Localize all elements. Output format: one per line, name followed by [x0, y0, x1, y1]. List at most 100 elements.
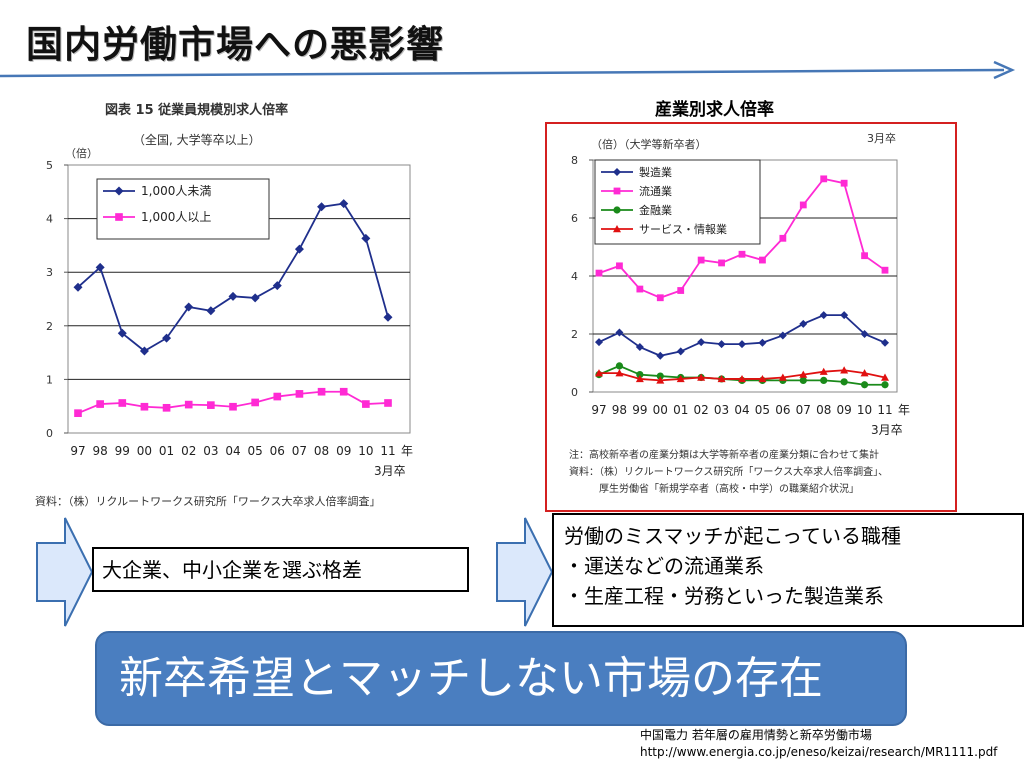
data-point	[860, 330, 869, 338]
x-tick-label: 02	[694, 403, 709, 417]
x-tick-label: 97	[591, 403, 606, 417]
data-point	[840, 311, 849, 320]
data-point	[799, 319, 808, 328]
source-line: 中国電力 若年層の雇用情勢と新卒労働市場	[640, 728, 872, 742]
y-tick-label: 4	[571, 270, 578, 283]
data-point	[656, 376, 665, 384]
data-point	[860, 381, 869, 389]
x-tick-label: 99	[632, 403, 647, 417]
data-point	[339, 199, 349, 209]
data-point	[636, 371, 644, 379]
arrow-left-icon	[36, 517, 94, 627]
data-point	[616, 262, 623, 270]
y-tick-label: 0	[46, 427, 53, 440]
data-point	[799, 376, 807, 384]
data-point	[73, 282, 83, 292]
data-point	[383, 312, 393, 322]
data-point	[162, 333, 172, 343]
data-point	[656, 294, 664, 302]
x-tick-label: 03	[714, 403, 729, 417]
x-tick-label: 09	[837, 403, 852, 417]
y-axis-label: （倍）（大学等新卒者）	[591, 137, 707, 151]
x-tick-label: 09	[336, 444, 351, 458]
data-point	[615, 369, 624, 377]
y-tick-label: 2	[46, 320, 53, 333]
data-point	[881, 338, 889, 347]
data-point	[96, 400, 104, 408]
source-url: http://www.energia.co.jp/eneso/keizai/re…	[640, 745, 998, 759]
chart-subtitle: （全国, 大学等卒以上）	[133, 132, 261, 147]
data-point	[820, 376, 828, 384]
x-tick-label: 02	[181, 444, 196, 458]
legend-label: 製造業	[639, 165, 672, 179]
annotation-mismatch-line: ・運送などの流通業系	[564, 554, 764, 578]
x-tick-label: 10	[358, 444, 373, 458]
legend-label: 金融業	[639, 203, 672, 217]
data-point	[228, 291, 238, 301]
y-tick-label: 8	[571, 154, 578, 167]
data-point	[656, 372, 664, 380]
data-point	[229, 402, 237, 411]
x-axis-footer: 3月卒	[374, 464, 406, 478]
right-chart-heading: 産業別求人倍率	[655, 100, 774, 120]
data-point	[362, 400, 370, 408]
data-point	[595, 338, 603, 347]
data-point	[758, 338, 767, 347]
x-axis-footer: 3月卒	[871, 423, 903, 437]
x-tick-label: 99	[115, 444, 130, 458]
data-point	[676, 347, 685, 356]
legend-marker	[613, 187, 621, 195]
data-point	[317, 202, 327, 212]
data-point	[758, 374, 767, 383]
data-point	[615, 328, 624, 337]
data-point	[860, 369, 869, 377]
data-point	[881, 266, 889, 274]
chart-note: 資料：（株）リクルートワークス研究所「ワークス大卒求人倍率調査」、	[569, 465, 888, 478]
data-point	[677, 287, 685, 294]
data-point	[272, 281, 282, 291]
x-tick-label: 01	[159, 444, 174, 458]
y-tick-label: 1	[46, 373, 53, 386]
data-point	[339, 387, 348, 396]
x-tick-label: 04	[734, 403, 749, 417]
data-point	[676, 374, 685, 383]
data-point	[95, 262, 105, 272]
data-point	[118, 399, 127, 407]
data-point	[317, 387, 326, 396]
x-tick-label: 97	[70, 444, 85, 458]
y-tick-label: 6	[571, 212, 578, 225]
data-point	[251, 398, 259, 407]
y-tick-label: 5	[46, 159, 53, 172]
data-point	[295, 390, 304, 398]
right-chart-frame	[545, 122, 957, 512]
data-point	[778, 373, 787, 381]
legend-marker	[613, 225, 621, 233]
x-tick-label: 06	[270, 444, 285, 458]
data-point	[881, 373, 889, 381]
data-point	[74, 409, 82, 417]
y-tick-label: 4	[46, 213, 53, 226]
data-point	[595, 269, 603, 277]
legend	[96, 178, 270, 240]
annotation-mismatch-line: 労働のミスマッチが起こっている職種	[564, 524, 901, 548]
x-tick-label: 04	[225, 444, 240, 458]
data-point	[819, 311, 828, 320]
data-point	[615, 362, 624, 370]
data-point	[759, 256, 766, 264]
x-tick-label: 01	[673, 403, 688, 417]
x-tick-label: 07	[796, 403, 811, 417]
data-point	[819, 367, 828, 375]
data-point	[635, 374, 644, 383]
data-point	[718, 259, 725, 267]
plot-area	[67, 164, 411, 434]
data-point	[840, 179, 848, 187]
x-tick-label: 11	[877, 403, 892, 417]
x-tick-label: 98	[93, 444, 108, 458]
data-point	[595, 369, 603, 377]
data-point	[139, 346, 149, 356]
data-point	[820, 175, 828, 183]
data-point	[140, 402, 149, 411]
x-tick-label: 06	[775, 403, 790, 417]
legend-marker	[115, 213, 123, 221]
